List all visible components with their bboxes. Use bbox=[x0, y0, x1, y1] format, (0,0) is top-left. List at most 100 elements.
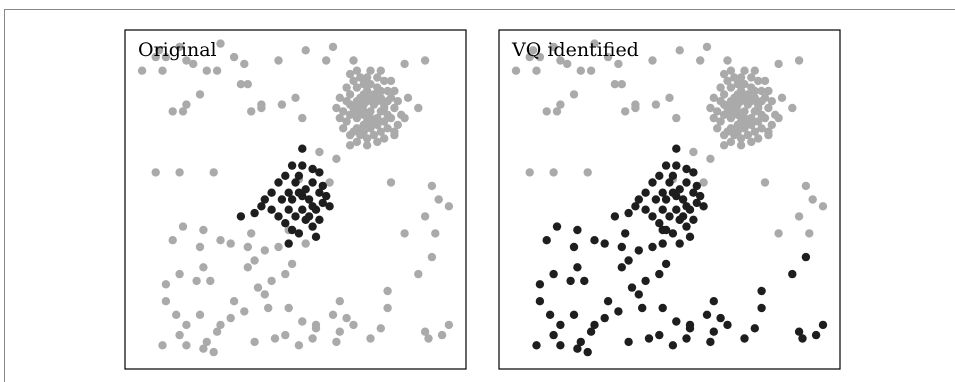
point-vq-identified-dark-cluster-54 bbox=[542, 236, 551, 245]
point-original-light-cluster-78 bbox=[352, 107, 362, 116]
point-original-light-cluster-112 bbox=[403, 93, 413, 103]
point-vq-identified-light-cluster-13 bbox=[719, 110, 729, 120]
point-vq-identified-light-cluster-127 bbox=[818, 202, 828, 211]
point-vq-identified-light-cluster-47 bbox=[706, 103, 715, 113]
point-vq-identified-light-cluster-34 bbox=[750, 127, 759, 136]
point-vq-identified-dark-cluster-42 bbox=[682, 202, 691, 211]
point-vq-identified-dark-cluster-0 bbox=[672, 144, 681, 153]
point-original-dark-cluster-19 bbox=[298, 205, 307, 214]
point-original-light-cluster-72 bbox=[383, 97, 392, 106]
point-original-light-cluster-189 bbox=[216, 320, 225, 330]
point-vq-identified-light-cluster-18 bbox=[754, 117, 763, 126]
point-vq-identified-light-cluster-115 bbox=[764, 127, 773, 136]
point-original-light-cluster-82 bbox=[400, 59, 409, 69]
point-vq-identified-light-cluster-104 bbox=[569, 90, 579, 99]
point-original-light-cluster-144 bbox=[216, 236, 225, 245]
point-original-light-cluster-175 bbox=[444, 320, 454, 330]
point-vq-identified-dark-cluster-81 bbox=[757, 303, 766, 313]
point-vq-identified-dark-cluster-61 bbox=[549, 269, 558, 279]
point-original-light-cluster-104 bbox=[195, 90, 205, 99]
point-vq-identified-light-cluster-39 bbox=[757, 86, 766, 96]
point-vq-identified-light-cluster-93 bbox=[528, 46, 538, 55]
point-vq-identified-light-cluster-121 bbox=[583, 168, 592, 177]
point-vq-identified-dark-cluster-108 bbox=[624, 337, 633, 347]
point-vq-identified-light-cluster-110 bbox=[665, 93, 674, 103]
point-vq-identified-light-cluster-5 bbox=[740, 107, 749, 116]
point-original-light-cluster-36 bbox=[386, 113, 396, 123]
point-original-dark-cluster-15 bbox=[267, 205, 276, 214]
point-original-light-cluster-133 bbox=[247, 229, 256, 238]
point-vq-identified-light-cluster-68 bbox=[743, 117, 753, 126]
point-vq-identified-light-cluster-69 bbox=[736, 117, 746, 126]
point-vq-identified-dark-cluster-10 bbox=[658, 188, 667, 197]
point-vq-identified-dark-cluster-1 bbox=[661, 161, 671, 170]
point-vq-identified-dark-cluster-76 bbox=[702, 310, 712, 319]
point-original-light-cluster-108 bbox=[247, 107, 256, 116]
point-original-light-cluster-58 bbox=[393, 97, 402, 106]
point-vq-identified-dark-cluster-44 bbox=[658, 225, 667, 235]
point-original-light-cluster-145 bbox=[195, 242, 205, 252]
point-original-light-cluster-77 bbox=[380, 103, 389, 113]
point-original-dark-cluster-16 bbox=[274, 212, 283, 221]
point-vq-identified-dark-cluster-106 bbox=[532, 341, 541, 350]
point-vq-identified-dark-cluster-46 bbox=[600, 239, 609, 248]
point-original-light-cluster-165 bbox=[335, 297, 344, 306]
point-original-light-cluster-24 bbox=[359, 80, 368, 89]
point-vq-identified-light-cluster-28 bbox=[713, 107, 722, 116]
point-vq-identified-light-cluster-42 bbox=[736, 73, 746, 82]
point-original-light-cluster-195 bbox=[209, 347, 218, 357]
point-original-light-cluster-90 bbox=[212, 66, 222, 75]
point-original-dark-cluster-0 bbox=[298, 144, 307, 153]
point-original-light-cluster-188 bbox=[229, 297, 239, 306]
point-vq-identified-dark-cluster-83 bbox=[788, 269, 797, 279]
point-vq-identified-light-cluster-46 bbox=[709, 93, 718, 103]
point-original-light-cluster-134 bbox=[226, 239, 235, 248]
point-original-light-cluster-13 bbox=[345, 110, 355, 120]
point-vq-identified-light-cluster-120 bbox=[549, 168, 558, 177]
point-original-light-cluster-85 bbox=[322, 56, 331, 65]
point-vq-identified-dark-cluster-82 bbox=[757, 286, 766, 296]
point-original-light-cluster-0 bbox=[352, 113, 362, 123]
point-original-light-cluster-123 bbox=[325, 178, 334, 187]
point-original-dark-cluster-12 bbox=[267, 188, 276, 197]
point-vq-identified-light-cluster-29 bbox=[716, 117, 725, 126]
point-vq-identified-light-cluster-98 bbox=[532, 66, 541, 75]
point-vq-identified-dark-cluster-63 bbox=[535, 297, 545, 306]
point-vq-identified-dark-cluster-64 bbox=[545, 310, 555, 319]
point-original-light-cluster-29 bbox=[342, 117, 351, 126]
point-vq-identified-dark-cluster-37 bbox=[658, 239, 667, 248]
point-vq-identified-dark-cluster-92 bbox=[682, 334, 691, 343]
point-vq-identified-light-cluster-102 bbox=[651, 100, 661, 109]
point-original-dark-cluster-28 bbox=[301, 185, 310, 194]
point-original-light-cluster-54 bbox=[380, 134, 389, 143]
point-original-light-cluster-193 bbox=[281, 269, 290, 279]
point-original-light-cluster-50 bbox=[345, 130, 355, 140]
point-vq-identified-light-cluster-105 bbox=[556, 100, 565, 109]
point-original-light-cluster-128 bbox=[420, 212, 430, 221]
point-vq-identified-light-cluster-24 bbox=[733, 80, 742, 89]
point-original-light-cluster-51 bbox=[352, 137, 362, 147]
point-vq-identified-light-cluster-79 bbox=[733, 107, 742, 116]
point-vq-identified-dark-cluster-47 bbox=[617, 242, 626, 252]
point-original-light-cluster-176 bbox=[437, 330, 447, 340]
point-original-light-cluster-101 bbox=[236, 80, 246, 89]
point-original-light-cluster-186 bbox=[260, 290, 269, 299]
point-original-light-cluster-118 bbox=[315, 147, 324, 157]
point-vq-identified-dark-cluster-69 bbox=[586, 327, 596, 336]
point-original-dark-cluster-8 bbox=[281, 171, 290, 180]
point-original-light-cluster-67 bbox=[352, 97, 362, 106]
point-original-light-cluster-121 bbox=[209, 168, 218, 177]
point-original-light-cluster-190 bbox=[195, 310, 205, 319]
point-vq-identified-light-cluster-91 bbox=[563, 59, 572, 69]
point-original-light-cluster-119 bbox=[151, 168, 160, 177]
point-original-light-cluster-106 bbox=[168, 107, 177, 116]
point-vq-identified-light-cluster-0 bbox=[726, 113, 736, 123]
point-vq-identified-dark-cluster-73 bbox=[658, 303, 667, 313]
point-original-light-cluster-56 bbox=[393, 120, 402, 130]
point-original-light-cluster-47 bbox=[332, 103, 341, 113]
point-vq-identified-dark-cluster-14 bbox=[634, 195, 643, 204]
point-vq-identified-dark-cluster-95 bbox=[709, 327, 718, 336]
point-original-light-cluster-187 bbox=[243, 263, 252, 272]
point-original-light-cluster-140 bbox=[250, 256, 259, 265]
point-vq-identified-light-cluster-50 bbox=[719, 130, 729, 140]
